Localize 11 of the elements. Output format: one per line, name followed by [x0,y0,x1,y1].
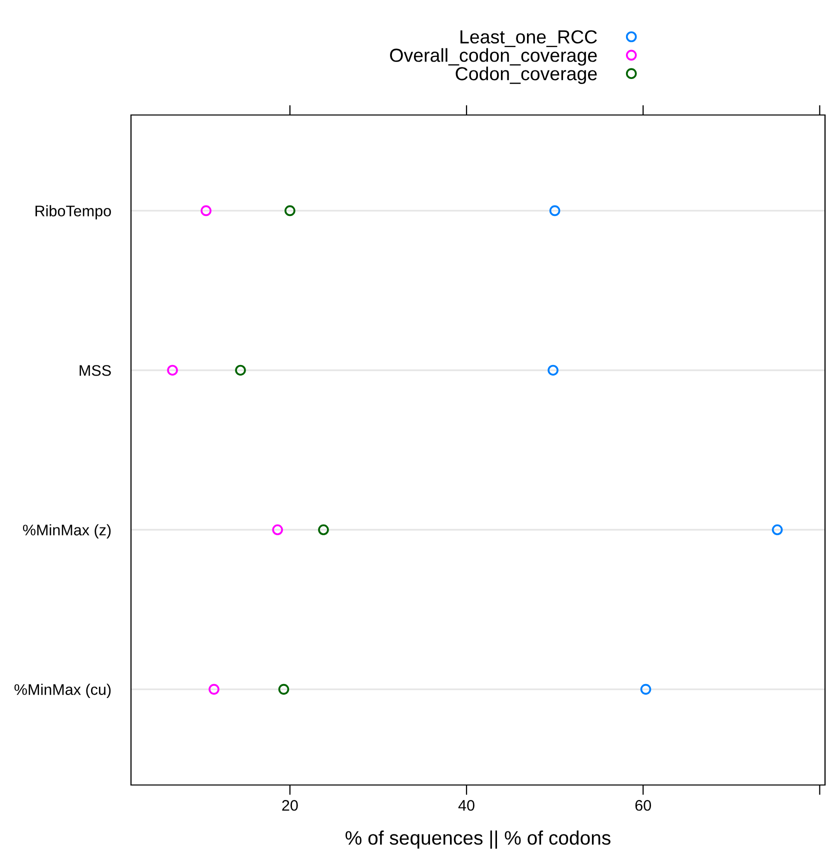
x-tick-label: 60 [635,800,652,811]
x-tick-label: 20 [282,800,298,811]
y-tick-label: RiboTempo [36,205,111,220]
x-axis-title: % of sequences || % of codons [346,830,610,849]
legend-label: Codon_coverage [456,66,597,84]
legend-label: Least_one_RCC [460,30,597,48]
x-tick-label: 40 [458,800,474,811]
y-tick-label: MSS [80,365,111,376]
legend-label: Overall_codon_coverage [390,48,597,66]
y-tick-label: %MinMax (cu) [14,684,111,698]
y-tick-label: %MinMax (z) [22,524,111,538]
